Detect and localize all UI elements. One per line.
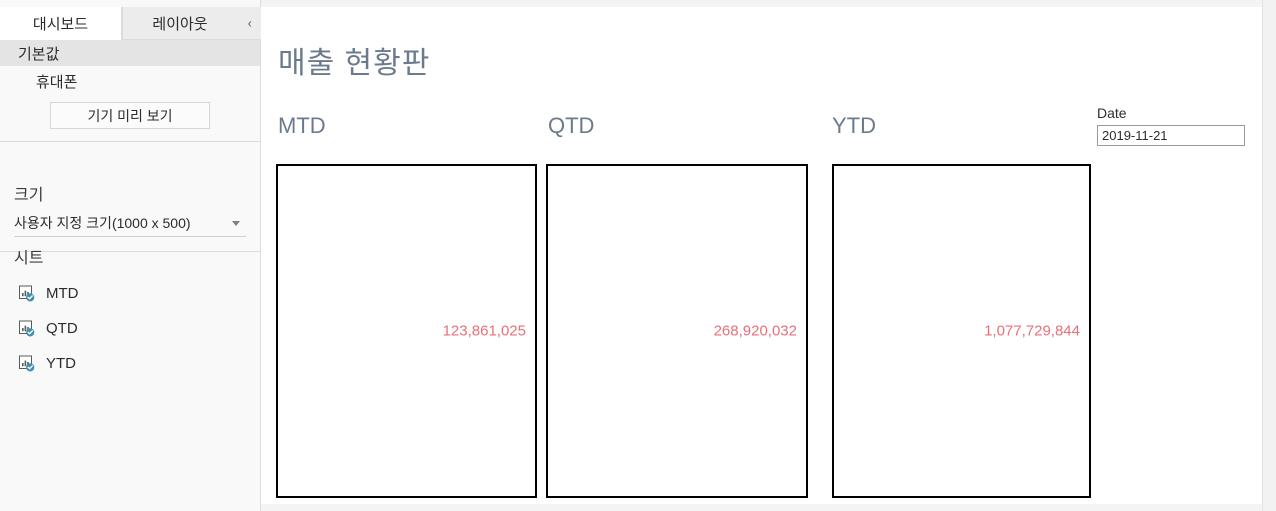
sidebar-item-phone-label: 휴대폰 (36, 73, 78, 91)
size-select-value: 사용자 지정 크기(1000 x 500) (14, 215, 191, 231)
device-preview-row: 기기 미리 보기 (0, 96, 260, 129)
tab-dashboard[interactable]: 대시보드 (0, 7, 122, 40)
kpi-header-mtd: MTD (278, 113, 326, 138)
page-title: 매출 현황판 (278, 47, 431, 80)
sheet-item-qtd-label: QTD (46, 320, 78, 337)
chevron-left-icon[interactable]: ‹ (247, 15, 252, 31)
window-top-strip (0, 0, 1276, 7)
kpi-panel-mtd[interactable]: 123,861,025 (276, 164, 537, 498)
chevron-down-icon (232, 220, 240, 226)
sheets-section: 시트 MTD (0, 240, 260, 381)
sheet-item-ytd-label: YTD (46, 355, 76, 372)
sidebar-item-default-label: 기본값 (18, 45, 60, 63)
sidebar-item-phone[interactable]: 휴대폰 (0, 66, 260, 96)
canvas-right-strip (1262, 0, 1276, 511)
date-input[interactable] (1097, 125, 1245, 146)
sheet-item-mtd-label: MTD (46, 285, 79, 302)
dashboard-sidebar: 대시보드 레이아웃 ‹ 기본값 휴대폰 기기 미리 보기 크기 사용자 지정 크… (0, 0, 261, 511)
tab-dashboard-label: 대시보드 (32, 16, 89, 33)
tab-layout[interactable]: 레이아웃 ‹ (122, 7, 261, 40)
device-preview-button[interactable]: 기기 미리 보기 (50, 102, 210, 129)
defaults-section: 기본값 휴대폰 기기 미리 보기 (0, 40, 260, 142)
kpi-header-qtd: QTD (548, 113, 595, 138)
date-filter-label: Date (1097, 105, 1127, 121)
kpi-value-ytd: 1,077,729,844 (984, 322, 1080, 340)
kpi-value-qtd: 268,920,032 (713, 322, 797, 340)
sidebar-item-default[interactable]: 기본값 (0, 40, 260, 66)
kpi-panel-ytd[interactable]: 1,077,729,844 (832, 164, 1091, 498)
size-heading: 크기 (14, 187, 44, 204)
sheet-list: MTD QTD (0, 276, 260, 381)
canvas-bottom-strip (261, 504, 1262, 511)
sheet-item-mtd[interactable]: MTD (0, 276, 260, 311)
device-preview-button-label: 기기 미리 보기 (87, 107, 173, 124)
sheet-chart-icon (18, 285, 35, 302)
kpi-value-mtd: 123,861,025 (442, 322, 526, 340)
size-select[interactable]: 사용자 지정 크기(1000 x 500) (14, 210, 246, 237)
sheets-heading: 시트 (14, 250, 44, 267)
kpi-header-ytd: YTD (832, 113, 876, 138)
sheet-item-ytd[interactable]: YTD (0, 346, 260, 381)
dashboard-canvas: 매출 현황판 MTD 123,861,025 QTD 268,920,032 Y… (261, 7, 1262, 504)
kpi-panel-qtd[interactable]: 268,920,032 (546, 164, 808, 498)
sheet-chart-icon (18, 355, 35, 372)
sheet-chart-icon (18, 320, 35, 337)
sheet-item-qtd[interactable]: QTD (0, 311, 260, 346)
size-section: 크기 사용자 지정 크기(1000 x 500) (0, 177, 260, 252)
date-filter: Date (1097, 105, 1245, 146)
tab-layout-label: 레이아웃 (152, 15, 208, 33)
sidebar-tab-bar: 대시보드 레이아웃 ‹ (0, 7, 261, 40)
